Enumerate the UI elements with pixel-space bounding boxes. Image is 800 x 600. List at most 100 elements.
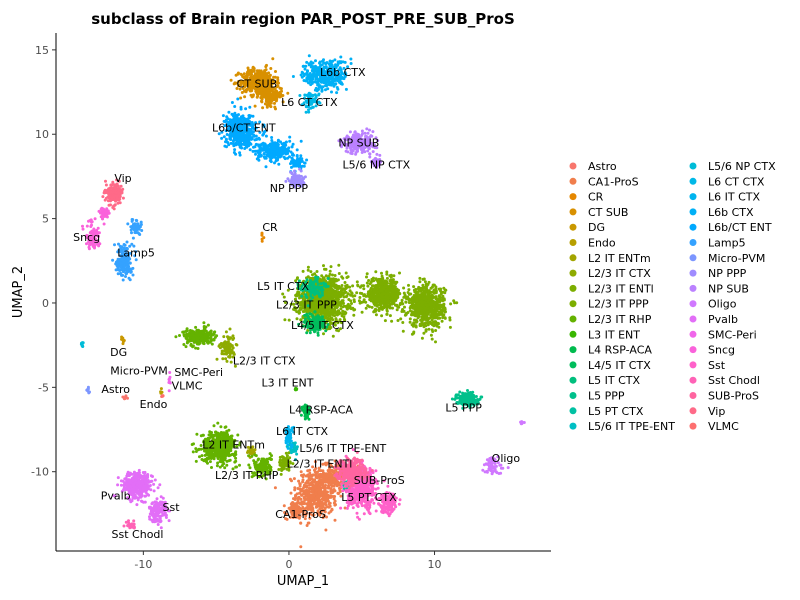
point (272, 75, 276, 79)
point (429, 305, 433, 309)
point (386, 284, 390, 288)
point (260, 239, 264, 243)
point (208, 460, 212, 464)
point (380, 274, 384, 278)
point (235, 465, 238, 469)
point (385, 308, 389, 312)
point (355, 280, 359, 284)
point (329, 470, 332, 474)
point (442, 286, 446, 290)
point (435, 297, 439, 301)
point (196, 337, 200, 341)
point (358, 296, 362, 299)
point (258, 90, 262, 94)
point (395, 295, 399, 299)
point (333, 286, 337, 290)
point (441, 314, 445, 318)
point (391, 278, 395, 282)
series-cr (260, 231, 266, 243)
point (299, 470, 303, 474)
point (338, 488, 342, 492)
point (294, 515, 298, 518)
point (317, 490, 321, 493)
point (305, 524, 309, 527)
point (340, 275, 344, 279)
point (330, 277, 334, 281)
point (422, 291, 426, 295)
point (314, 475, 318, 479)
point (405, 297, 409, 301)
point (219, 458, 223, 462)
series-ca1-pros (273, 459, 360, 549)
point (318, 484, 322, 487)
point (222, 454, 226, 458)
point (335, 279, 338, 283)
point (330, 484, 334, 488)
point (327, 511, 331, 515)
point (413, 297, 417, 301)
point (236, 433, 240, 437)
point (323, 491, 327, 495)
point (307, 491, 311, 495)
point (196, 333, 200, 337)
point (385, 276, 389, 280)
point (224, 357, 228, 361)
point (267, 71, 271, 75)
point (234, 456, 238, 460)
point (422, 331, 426, 335)
point (378, 289, 382, 293)
series-astro (121, 394, 129, 401)
point (427, 327, 431, 331)
point (191, 450, 195, 454)
point (323, 313, 327, 317)
point (368, 305, 371, 309)
point (308, 516, 312, 520)
point (321, 516, 325, 520)
point (274, 107, 277, 111)
point (304, 474, 308, 478)
point (360, 310, 364, 314)
point (255, 95, 259, 99)
point (279, 472, 283, 476)
point (206, 323, 210, 327)
point (295, 504, 299, 508)
point (323, 267, 326, 271)
point (290, 501, 294, 505)
point (187, 338, 191, 342)
point (396, 319, 400, 322)
point (370, 305, 374, 309)
point (318, 473, 322, 476)
point (192, 442, 195, 446)
point (200, 338, 203, 342)
point (226, 337, 230, 341)
point (352, 300, 356, 304)
point (374, 288, 378, 292)
point (430, 321, 434, 325)
point (202, 325, 206, 328)
point (375, 294, 379, 298)
point (305, 485, 309, 489)
point (253, 104, 257, 108)
point (324, 290, 328, 294)
point (432, 324, 436, 328)
point (291, 516, 295, 519)
point (209, 432, 213, 436)
point (329, 474, 333, 478)
point (324, 472, 328, 476)
point (223, 458, 227, 462)
point (282, 466, 286, 470)
point (295, 510, 299, 514)
point (429, 333, 433, 337)
point (200, 458, 204, 461)
point (440, 319, 444, 323)
point (316, 503, 320, 507)
point (419, 303, 423, 307)
point (320, 479, 324, 483)
point (329, 289, 333, 293)
point (290, 512, 294, 516)
point (417, 287, 421, 291)
point (403, 293, 407, 297)
point (323, 506, 327, 510)
point (385, 270, 389, 274)
